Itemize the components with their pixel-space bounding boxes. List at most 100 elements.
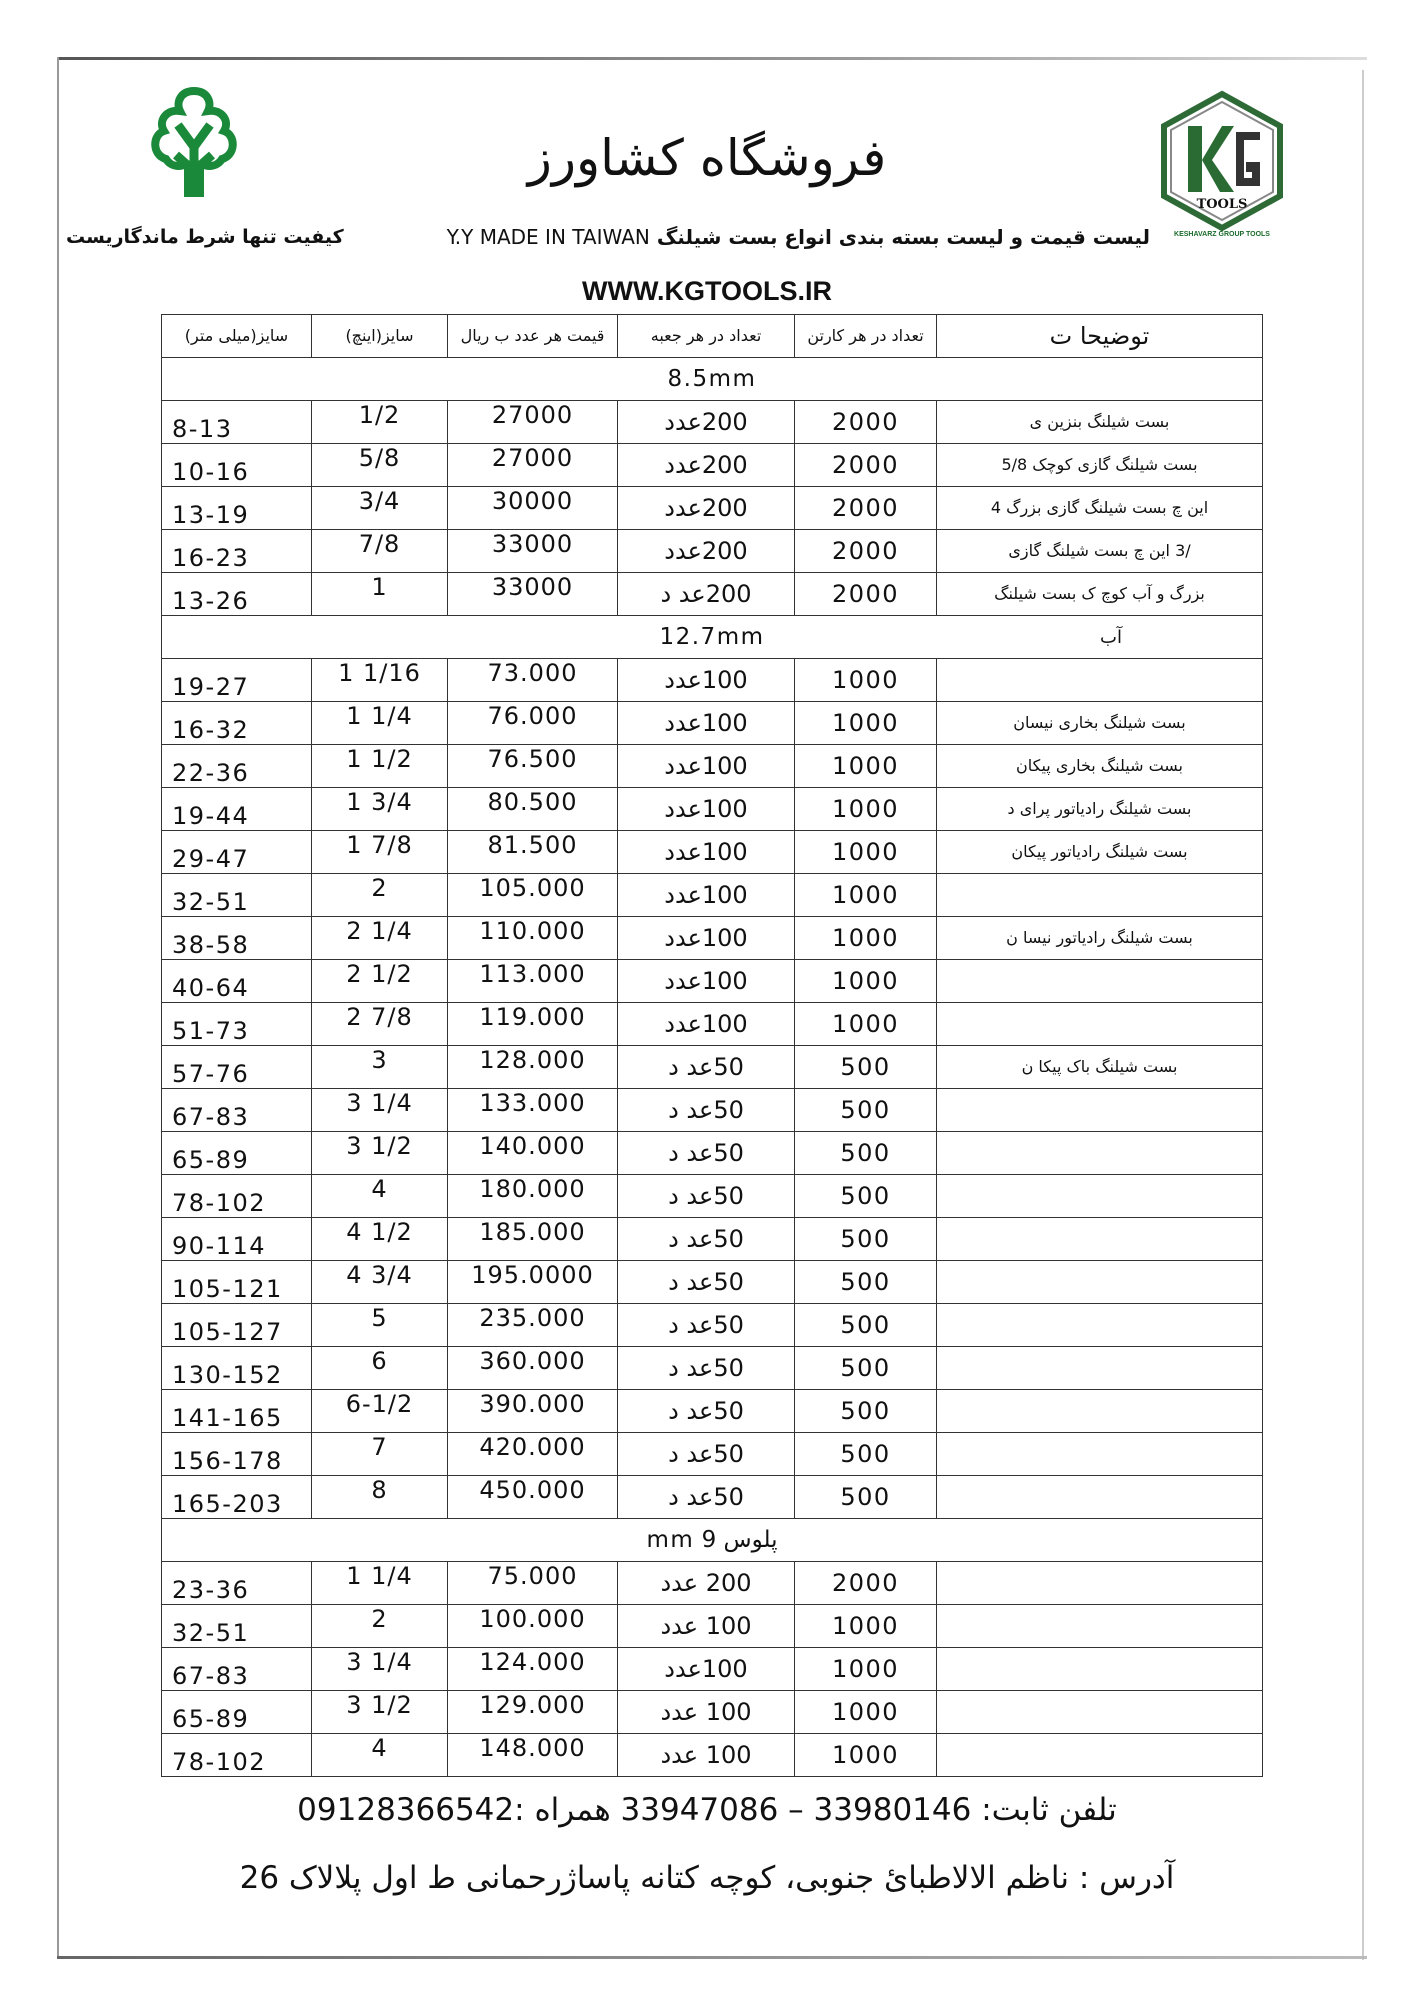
section-row: 12.7mm آب [161, 615, 1263, 659]
table-row: 19-27 1 1/16 73.000 100عدد 1000 [161, 658, 1263, 702]
cell-desc [936, 1088, 1263, 1132]
cell-desc: بست شیلنگ بخاری نیسان [936, 701, 1263, 745]
table-row: 32-51 2 105.000 100عدد 1000 [161, 873, 1263, 917]
cell-mm: 19-44 [161, 787, 312, 831]
cell-box: 50عد د [617, 1432, 795, 1476]
table-header-row: سایز(میلی متر) سایز(اینچ) قیمت هر عدد ب … [161, 314, 1263, 358]
cell-inch: 4 3/4 [311, 1260, 448, 1304]
cell-inch: 2 7/8 [311, 1002, 448, 1046]
cell-inch: 1/2 [311, 400, 448, 444]
cell-inch: 3 1/2 [311, 1131, 448, 1175]
table-row: 78-102 4 180.000 50عد د 500 [161, 1174, 1263, 1218]
cell-price: 100.000 [447, 1604, 618, 1648]
cell-mm: 105-121 [161, 1260, 312, 1304]
cell-box: 50عد د [617, 1389, 795, 1433]
cell-desc [936, 1346, 1263, 1390]
cell-box: 50عد د [617, 1174, 795, 1218]
cell-carton: 500 [794, 1432, 937, 1476]
cell-box: 100عدد [617, 916, 795, 960]
cell-mm: 40-64 [161, 959, 312, 1003]
cell-mm: 78-102 [161, 1733, 312, 1777]
table-row: 67-83 3 1/4 133.000 50عد د 500 [161, 1088, 1263, 1132]
cell-inch: 3/4 [311, 486, 448, 530]
cell-desc [936, 1217, 1263, 1261]
cell-box: 50عد د [617, 1131, 795, 1175]
cell-desc [936, 1389, 1263, 1433]
cell-box: 100عدد [617, 873, 795, 917]
page-border-bottom [57, 1956, 1367, 1959]
cell-price: 390.000 [447, 1389, 618, 1433]
cell-mm: 32-51 [161, 873, 312, 917]
table-row: 8-13 1/2 27000 200عدد 2000 بست شیلنگ بنزین ی [161, 400, 1263, 444]
cell-price: 33000 [447, 529, 618, 573]
table-row: 29-47 1 7/8 81.500 100عدد 1000 بست شیلنگ رادی… [161, 830, 1263, 874]
quality-slogan: کیفیت تنها شرط ماندگاریست [66, 226, 344, 248]
cell-inch: 2 [311, 1604, 448, 1648]
cell-carton: 2000 [794, 443, 937, 487]
cell-inch: 4 [311, 1174, 448, 1218]
cell-mm: 13-26 [161, 572, 312, 616]
website-url: WWW.KGTOOLS.IR [582, 276, 832, 306]
cell-price: 133.000 [447, 1088, 618, 1132]
cell-box: 200 عدد [617, 1561, 795, 1605]
cell-desc [936, 1475, 1263, 1519]
cell-desc [936, 1303, 1263, 1347]
cell-desc [936, 1174, 1263, 1218]
cell-box: 50عد د [617, 1045, 795, 1089]
cell-mm: 32-51 [161, 1604, 312, 1648]
cell-mm: 8-13 [161, 400, 312, 444]
cell-inch: 1 [311, 572, 448, 616]
cell-box: 100 عدد [617, 1604, 795, 1648]
cell-mm: 130-152 [161, 1346, 312, 1390]
cell-mm: 65-89 [161, 1690, 312, 1734]
table-row: 38-58 2 1/4 110.000 100عدد 1000 بست شیلنگ راد… [161, 916, 1263, 960]
cell-mm: 67-83 [161, 1088, 312, 1132]
section-cell: 12.7mm آب [161, 615, 1263, 659]
table-row: 130-152 6 360.000 50عد د 500 [161, 1346, 1263, 1390]
cell-price: 76.000 [447, 701, 618, 745]
contact-address: آدرس : ناظم الالاطبائ جنوبی، کوچه کتانه … [239, 1860, 1175, 1896]
cell-box: 200عدد [617, 400, 795, 444]
cell-price: 119.000 [447, 1002, 618, 1046]
cell-mm: 29-47 [161, 830, 312, 874]
cell-price: 80.500 [447, 787, 618, 831]
cell-carton: 500 [794, 1131, 937, 1175]
section-cell: 8.5mm [161, 357, 1263, 401]
cell-box: 100عدد [617, 830, 795, 874]
cell-mm: 19-27 [161, 658, 312, 702]
cell-inch: 2 1/4 [311, 916, 448, 960]
cell-carton: 500 [794, 1475, 937, 1519]
cell-desc [936, 1260, 1263, 1304]
table-row: 67-83 3 1/4 124.000 100عدد 1000 [161, 1647, 1263, 1691]
cell-box: 50عد د [617, 1346, 795, 1390]
cell-price: 27000 [447, 443, 618, 487]
cell-desc [936, 1002, 1263, 1046]
table-row: 156-178 7 420.000 50عد د 500 [161, 1432, 1263, 1476]
table-row: 22-36 1 1/2 76.500 100عدد 1000 بست شیلنگ بخار… [161, 744, 1263, 788]
cell-box: 50عد د [617, 1217, 795, 1261]
cell-desc: بزرگ و آب کوچ ک بست شیلنگ [936, 572, 1263, 616]
cell-box: 200عدد [617, 529, 795, 573]
cell-carton: 1000 [794, 1647, 937, 1691]
cell-inch: 1 1/16 [311, 658, 448, 702]
cell-price: 450.000 [447, 1475, 618, 1519]
cell-price: 140.000 [447, 1131, 618, 1175]
cell-inch: 4 1/2 [311, 1217, 448, 1261]
cell-mm: 165-203 [161, 1475, 312, 1519]
table-row: 65-89 3 1/2 140.000 50عد د 500 [161, 1131, 1263, 1175]
section-cell: پلوس 9 mm [161, 1518, 1263, 1562]
cell-desc: بست شیلنگ رادیاتور نیسا ن [936, 916, 1263, 960]
header-size-inch: سایز(اینچ) [311, 314, 448, 358]
cell-carton: 2000 [794, 1561, 937, 1605]
cell-desc [936, 1604, 1263, 1648]
cell-box: 50عد د [617, 1088, 795, 1132]
cell-price: 129.000 [447, 1690, 618, 1734]
cell-desc [936, 658, 1263, 702]
brand-line: Y.Y MADE IN TAIWAN [446, 225, 650, 249]
cell-desc: بست شیلنگ باک پیکا ن [936, 1045, 1263, 1089]
cell-carton: 1000 [794, 1604, 937, 1648]
cell-price: 110.000 [447, 916, 618, 960]
cell-inch: 1 1/2 [311, 744, 448, 788]
table-row: 65-89 3 1/2 129.000 100 عدد 1000 [161, 1690, 1263, 1734]
cell-price: 73.000 [447, 658, 618, 702]
